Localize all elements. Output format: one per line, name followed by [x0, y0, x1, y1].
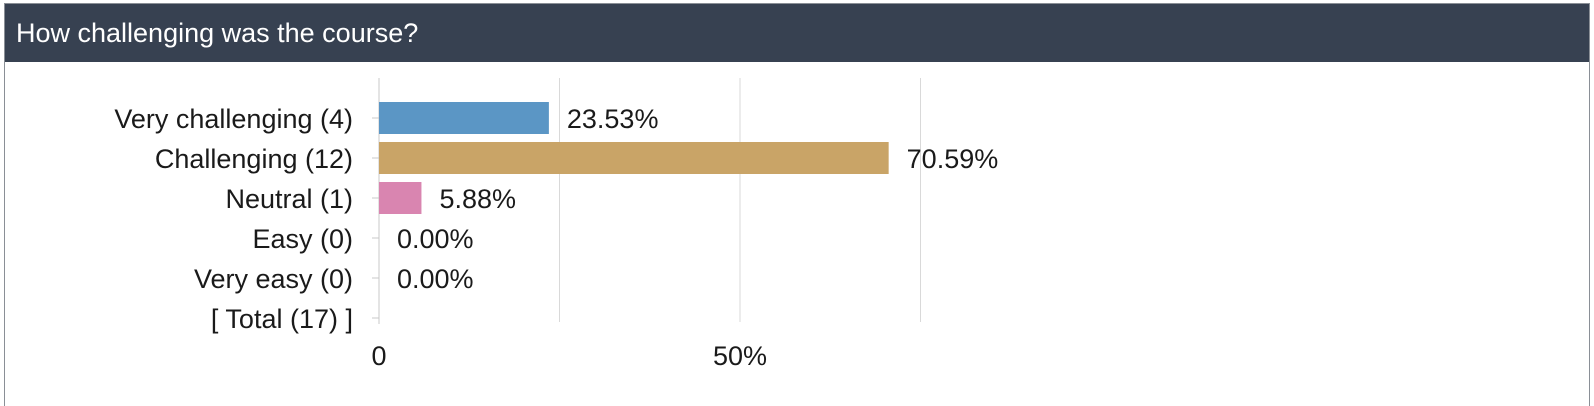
category-label: Challenging (12) — [155, 144, 353, 174]
x-tick-label: 0 — [371, 341, 386, 371]
bar — [379, 182, 422, 214]
page-title: How challenging was the course? — [16, 17, 419, 48]
data-label: 23.53% — [567, 104, 659, 134]
data-label: 5.88% — [439, 184, 516, 214]
bar — [379, 142, 889, 174]
chart-panel: How challenging was the course? — [4, 3, 1590, 406]
category-label: Very easy (0) — [194, 264, 353, 294]
category-label: Neutral (1) — [225, 184, 353, 214]
data-label: 70.59% — [907, 144, 999, 174]
bar — [379, 102, 549, 134]
chart-title-bar: How challenging was the course? — [5, 4, 1589, 62]
category-label: Easy (0) — [252, 224, 353, 254]
data-label: 0.00% — [397, 264, 474, 294]
data-label: 0.00% — [397, 224, 474, 254]
category-label: Very challenging (4) — [114, 104, 353, 134]
category-label: [ Total (17) ] — [211, 304, 353, 334]
x-tick-label: 50% — [713, 341, 767, 371]
